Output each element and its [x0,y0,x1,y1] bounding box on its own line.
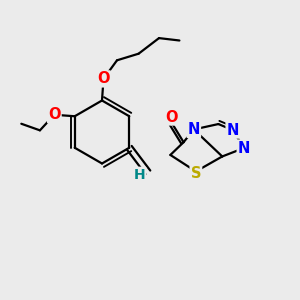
Text: N: N [188,122,200,137]
Text: H: H [134,168,145,182]
Text: S: S [190,166,201,181]
Text: O: O [97,71,110,86]
Text: O: O [165,110,178,124]
Text: O: O [48,107,61,122]
Text: N: N [238,140,250,155]
Text: N: N [226,122,239,137]
